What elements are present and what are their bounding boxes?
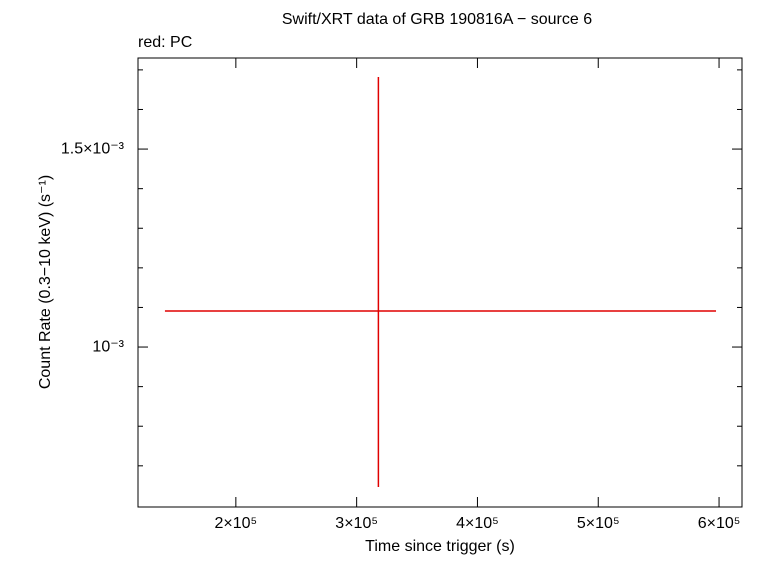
- plot-frame: [137, 57, 743, 508]
- x-tick-label: 6×10⁵: [698, 515, 741, 532]
- x-tick-label: 5×10⁵: [577, 515, 620, 532]
- chart-title: Swift/XRT data of GRB 190816A − source 6: [282, 11, 592, 28]
- y-tick-label: 10⁻³: [92, 338, 124, 355]
- x-axis-label: Time since trigger (s): [365, 538, 515, 555]
- y-axis-label: Count Rate (0.3−10 keV) (s⁻¹): [37, 175, 54, 389]
- chart-subtitle: red: PC: [138, 34, 192, 51]
- y-tick-label: 1.5×10⁻³: [61, 140, 125, 157]
- x-tick-label: 3×10⁵: [335, 515, 378, 532]
- x-tick-label: 2×10⁵: [215, 515, 258, 532]
- x-tick-label: 4×10⁵: [456, 515, 499, 532]
